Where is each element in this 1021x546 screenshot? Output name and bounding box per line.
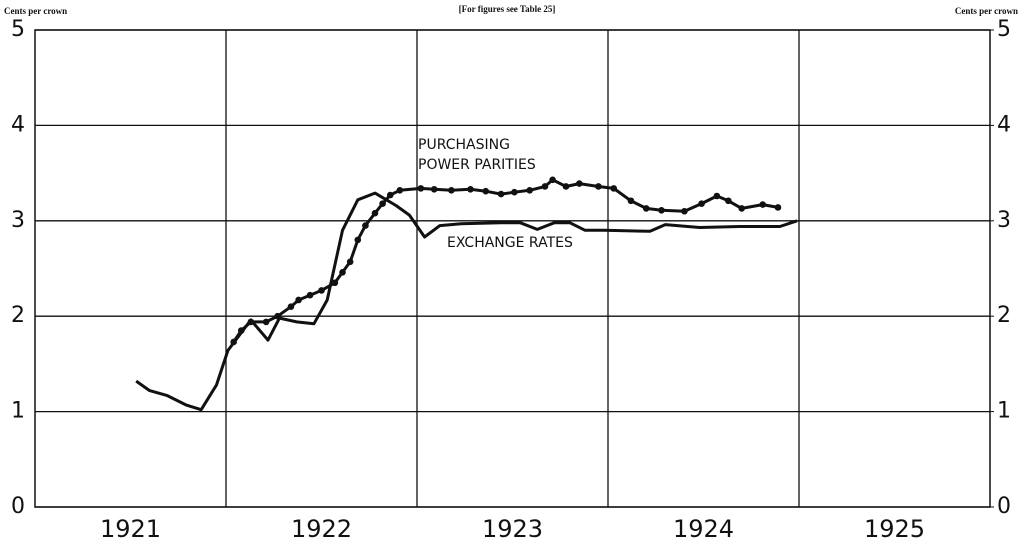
series-marker xyxy=(346,258,354,266)
series-marker xyxy=(610,185,618,192)
series-marker xyxy=(230,338,237,346)
plot-frame xyxy=(34,29,991,508)
y2-tick-label: 3 xyxy=(997,208,1011,233)
series-marker xyxy=(549,176,556,184)
y-tick-label: 0 xyxy=(11,494,25,519)
series-marker xyxy=(642,205,650,212)
series-marker xyxy=(482,187,490,195)
series-marker xyxy=(759,201,767,208)
series-marker xyxy=(318,287,325,294)
series-marker xyxy=(713,192,721,200)
series-marker xyxy=(386,191,394,199)
y2-tick-label: 0 xyxy=(997,494,1011,519)
series-marker xyxy=(371,209,379,217)
series-marker xyxy=(526,186,533,194)
series-marker xyxy=(725,197,732,205)
y-tick-label: 3 xyxy=(11,208,25,233)
series-marker xyxy=(467,186,474,193)
series-line xyxy=(135,191,798,412)
x-tick-label: 1922 xyxy=(291,515,352,543)
y-tick-label: 1 xyxy=(11,399,25,424)
series-marker xyxy=(237,327,245,334)
series-marker xyxy=(698,200,705,207)
series-marker xyxy=(331,279,339,287)
series-marker xyxy=(627,197,635,205)
series-marker xyxy=(562,183,570,190)
series-marker xyxy=(339,269,346,276)
series-marker xyxy=(247,318,255,326)
y2-tick-label: 2 xyxy=(997,303,1011,328)
series-marker xyxy=(738,205,745,212)
y-tick-label: 4 xyxy=(11,112,25,137)
x-tick-label: 1924 xyxy=(673,515,734,543)
series-marker xyxy=(396,186,404,194)
series-marker xyxy=(287,303,295,310)
series-marker xyxy=(595,183,602,190)
series-marker xyxy=(497,190,505,198)
y-tick-label: 2 xyxy=(11,303,25,328)
y2-tick-label: 4 xyxy=(997,112,1011,137)
series-marker xyxy=(774,204,782,211)
annotation: EXCHANGE RATES xyxy=(447,235,573,251)
y2-tick-label: 1 xyxy=(997,399,1011,424)
series-marker xyxy=(354,236,362,244)
x-tick-label: 1925 xyxy=(864,515,925,543)
chart-title: [For figures see Table 25] xyxy=(459,4,556,14)
series-marker xyxy=(379,200,386,207)
series-marker xyxy=(511,188,518,196)
x-tick-label: 1923 xyxy=(482,515,543,543)
series-marker xyxy=(262,318,270,326)
x-tick-label: 1921 xyxy=(100,515,161,543)
series-marker xyxy=(274,312,281,320)
series-marker xyxy=(576,180,583,187)
series-marker xyxy=(430,186,438,193)
series-marker xyxy=(295,296,302,304)
series-marker xyxy=(417,185,425,192)
series-marker xyxy=(362,222,369,229)
series-line xyxy=(232,178,779,343)
y2-tick-label: 5 xyxy=(997,17,1011,42)
annotation: PURCHASING xyxy=(418,137,510,153)
series-marker xyxy=(681,207,688,215)
series-marker xyxy=(448,186,455,194)
y-axis-label: Cents per crown xyxy=(4,6,67,16)
series-marker xyxy=(658,207,665,214)
series-marker xyxy=(541,183,549,190)
y2-axis-label: Cents per crown xyxy=(955,6,1018,16)
series-marker xyxy=(306,291,314,299)
y-tick-label: 5 xyxy=(11,17,25,42)
annotation: POWER PARITIES xyxy=(418,157,536,173)
